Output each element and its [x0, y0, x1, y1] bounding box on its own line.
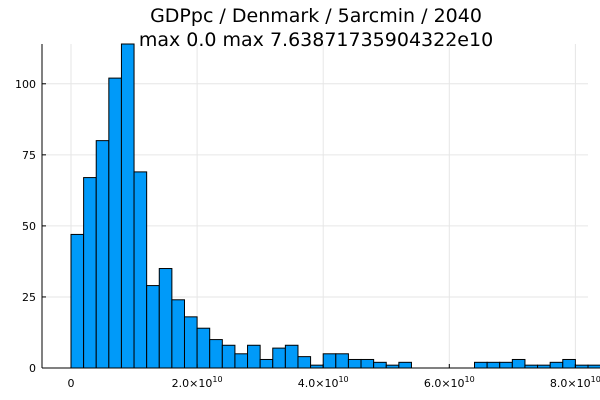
y-tick-label: 25 [22, 291, 36, 304]
histogram-bar [322, 353, 337, 369]
bars [70, 43, 600, 369]
histogram-bar [221, 344, 236, 369]
y-tick-label: 100 [15, 78, 36, 91]
y-tick-label: 75 [22, 149, 36, 162]
histogram-bar [587, 364, 600, 369]
histogram-bar [562, 358, 576, 369]
histogram-bar [196, 327, 211, 369]
histogram-bar [158, 268, 173, 369]
histogram-bar [171, 299, 185, 369]
histogram-bar [335, 353, 349, 369]
x-tick-label: 8.0×1010 [550, 375, 600, 390]
x-tick-label: 0 [68, 377, 75, 390]
histogram-bar [83, 177, 97, 369]
y-tick-label: 50 [22, 220, 36, 233]
histogram-bar [499, 361, 513, 369]
histogram-bar [259, 358, 274, 369]
histogram-bar [70, 233, 85, 369]
histogram-bar [373, 361, 387, 369]
histogram-bar [398, 361, 412, 369]
histogram-bar [549, 361, 564, 369]
chart-title: GDPpc / Denmark / 5arcmin / 2040 [150, 5, 482, 27]
histogram-bar [347, 358, 362, 369]
histogram-bar [360, 358, 375, 369]
histogram-bar [284, 344, 299, 369]
histogram-bar [272, 347, 286, 369]
x-tick-label: 4.0×1010 [298, 375, 349, 390]
histogram-bar [474, 361, 488, 369]
histogram-bar [95, 140, 110, 369]
histogram-bar [133, 171, 148, 369]
chart-subtitle: max 0.0 max 7.63871735904322e10 [139, 29, 493, 51]
histogram-bar [183, 316, 198, 369]
axes [41, 44, 588, 369]
histogram-bar [486, 361, 501, 369]
y-tick-label: 0 [29, 362, 36, 375]
histogram-bar [234, 353, 249, 369]
x-tick-label: 2.0×1010 [172, 375, 223, 390]
histogram-bar [247, 344, 261, 369]
tick-labels: 0 25 50 75 100 0 2.0×1010 4.0×1010 6.0×1010 8.0×1… [15, 78, 600, 390]
histogram-bar [511, 358, 526, 369]
histogram-bar [146, 285, 160, 369]
x-tick-label: 6.0×1010 [424, 375, 475, 390]
histogram-bar [120, 43, 135, 369]
histogram-bar [108, 77, 122, 369]
histogram-bar [209, 339, 223, 369]
histogram-bar [297, 356, 312, 369]
